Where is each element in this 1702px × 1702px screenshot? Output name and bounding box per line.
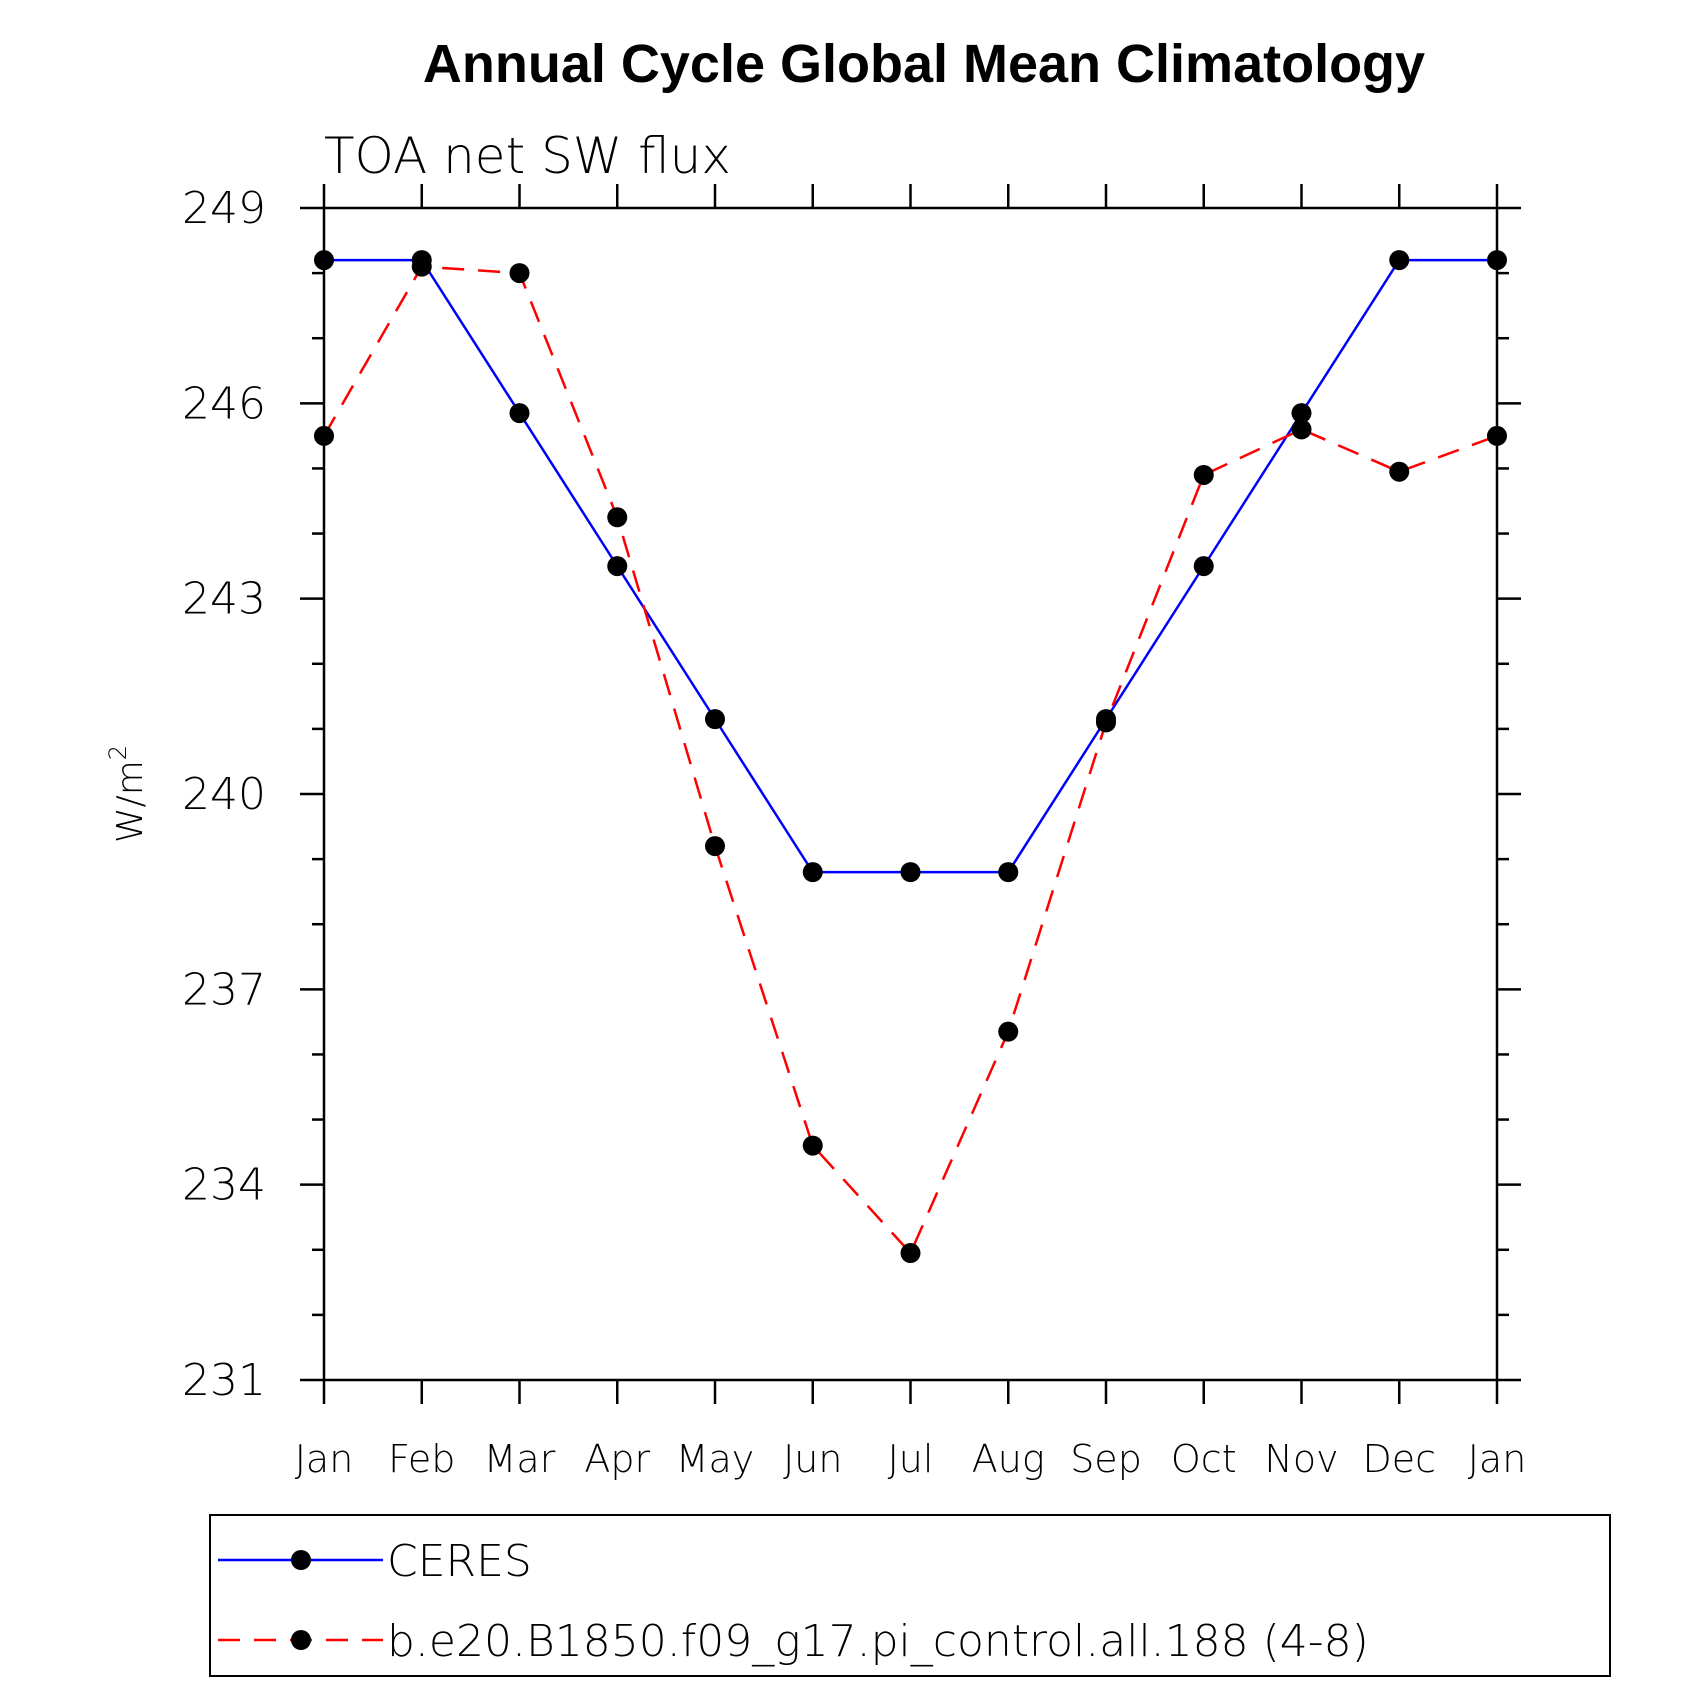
data-point-series-1 — [998, 1021, 1019, 1042]
data-point-series-0 — [1487, 250, 1507, 271]
y-tick-label: 249 — [182, 183, 266, 234]
data-point-series-1 — [900, 1243, 921, 1264]
y-tick-label: 237 — [182, 964, 266, 1015]
x-tick-label: Oct — [1171, 1437, 1237, 1481]
legend-marker-ceres — [291, 1550, 311, 1570]
chart-title: Annual Cycle Global Mean Climatology — [423, 34, 1425, 94]
x-tick-label: May — [676, 1437, 755, 1481]
x-tick-label: Jul — [888, 1437, 934, 1481]
y-tick-label: 231 — [182, 1355, 266, 1406]
x-tick-label: Dec — [1362, 1437, 1436, 1481]
data-point-series-1 — [705, 836, 725, 857]
data-point-series-1 — [509, 263, 530, 284]
data-point-series-0 — [802, 862, 823, 883]
chart-subtitle: TOA net SW flux — [324, 127, 731, 185]
data-point-series-0 — [705, 709, 725, 730]
x-tick-label: Nov — [1264, 1437, 1338, 1481]
data-point-series-1 — [411, 256, 432, 277]
data-point-series-0 — [314, 250, 334, 271]
y-tick-label: 246 — [182, 378, 266, 429]
data-point-series-0 — [1193, 556, 1214, 577]
data-point-series-1 — [1291, 419, 1312, 440]
data-point-series-0 — [1389, 250, 1410, 271]
legend-marker-model — [291, 1630, 311, 1650]
y-axis-label: W/m2 — [104, 745, 151, 843]
legend-box — [209, 1514, 1611, 1677]
y-tick-label: 243 — [182, 574, 266, 625]
y-tick-label: 240 — [182, 769, 266, 820]
data-point-series-1 — [314, 425, 334, 446]
x-tick-label: Mar — [484, 1437, 556, 1481]
legend-label-ceres: CERES — [387, 1536, 532, 1587]
tick-marks — [300, 184, 1521, 1404]
data-point-series-0 — [509, 403, 530, 424]
series-line-0 — [324, 258, 1497, 874]
x-tick-label: Apr — [584, 1437, 650, 1481]
data-point-series-1 — [1096, 712, 1116, 733]
y-tick-labels: 231 234 237 240 243 246 249 — [182, 183, 266, 1406]
data-point-series-0 — [1291, 403, 1312, 424]
x-tick-labels: Jan Feb Mar Apr May Jun Jul Aug Sep Oct Nov Dec Jan — [295, 1437, 1527, 1481]
data-point-series-1 — [1193, 464, 1214, 485]
x-tick-label: Jun — [783, 1437, 842, 1481]
series-lines — [322, 258, 1498, 1256]
data-point-series-1 — [607, 507, 628, 528]
data-point-series-1 — [1487, 425, 1507, 446]
x-tick-label: Aug — [972, 1437, 1045, 1481]
x-tick-label: Jan — [295, 1437, 354, 1481]
series-line-1 — [322, 265, 1498, 1256]
y-tick-label: 234 — [182, 1160, 266, 1211]
x-tick-label: Feb — [388, 1437, 455, 1481]
series-points — [314, 250, 1507, 1264]
data-point-series-0 — [900, 862, 921, 883]
data-point-series-1 — [802, 1135, 823, 1156]
data-point-series-0 — [998, 862, 1019, 883]
legend-label-model: b.e20.B1850.f09_g17.pi_control.all.188 (… — [387, 1616, 1369, 1667]
data-point-series-1 — [1389, 461, 1410, 482]
x-tick-label: Jan — [1468, 1437, 1527, 1481]
x-tick-label: Sep — [1070, 1437, 1142, 1481]
data-point-series-0 — [607, 556, 628, 577]
